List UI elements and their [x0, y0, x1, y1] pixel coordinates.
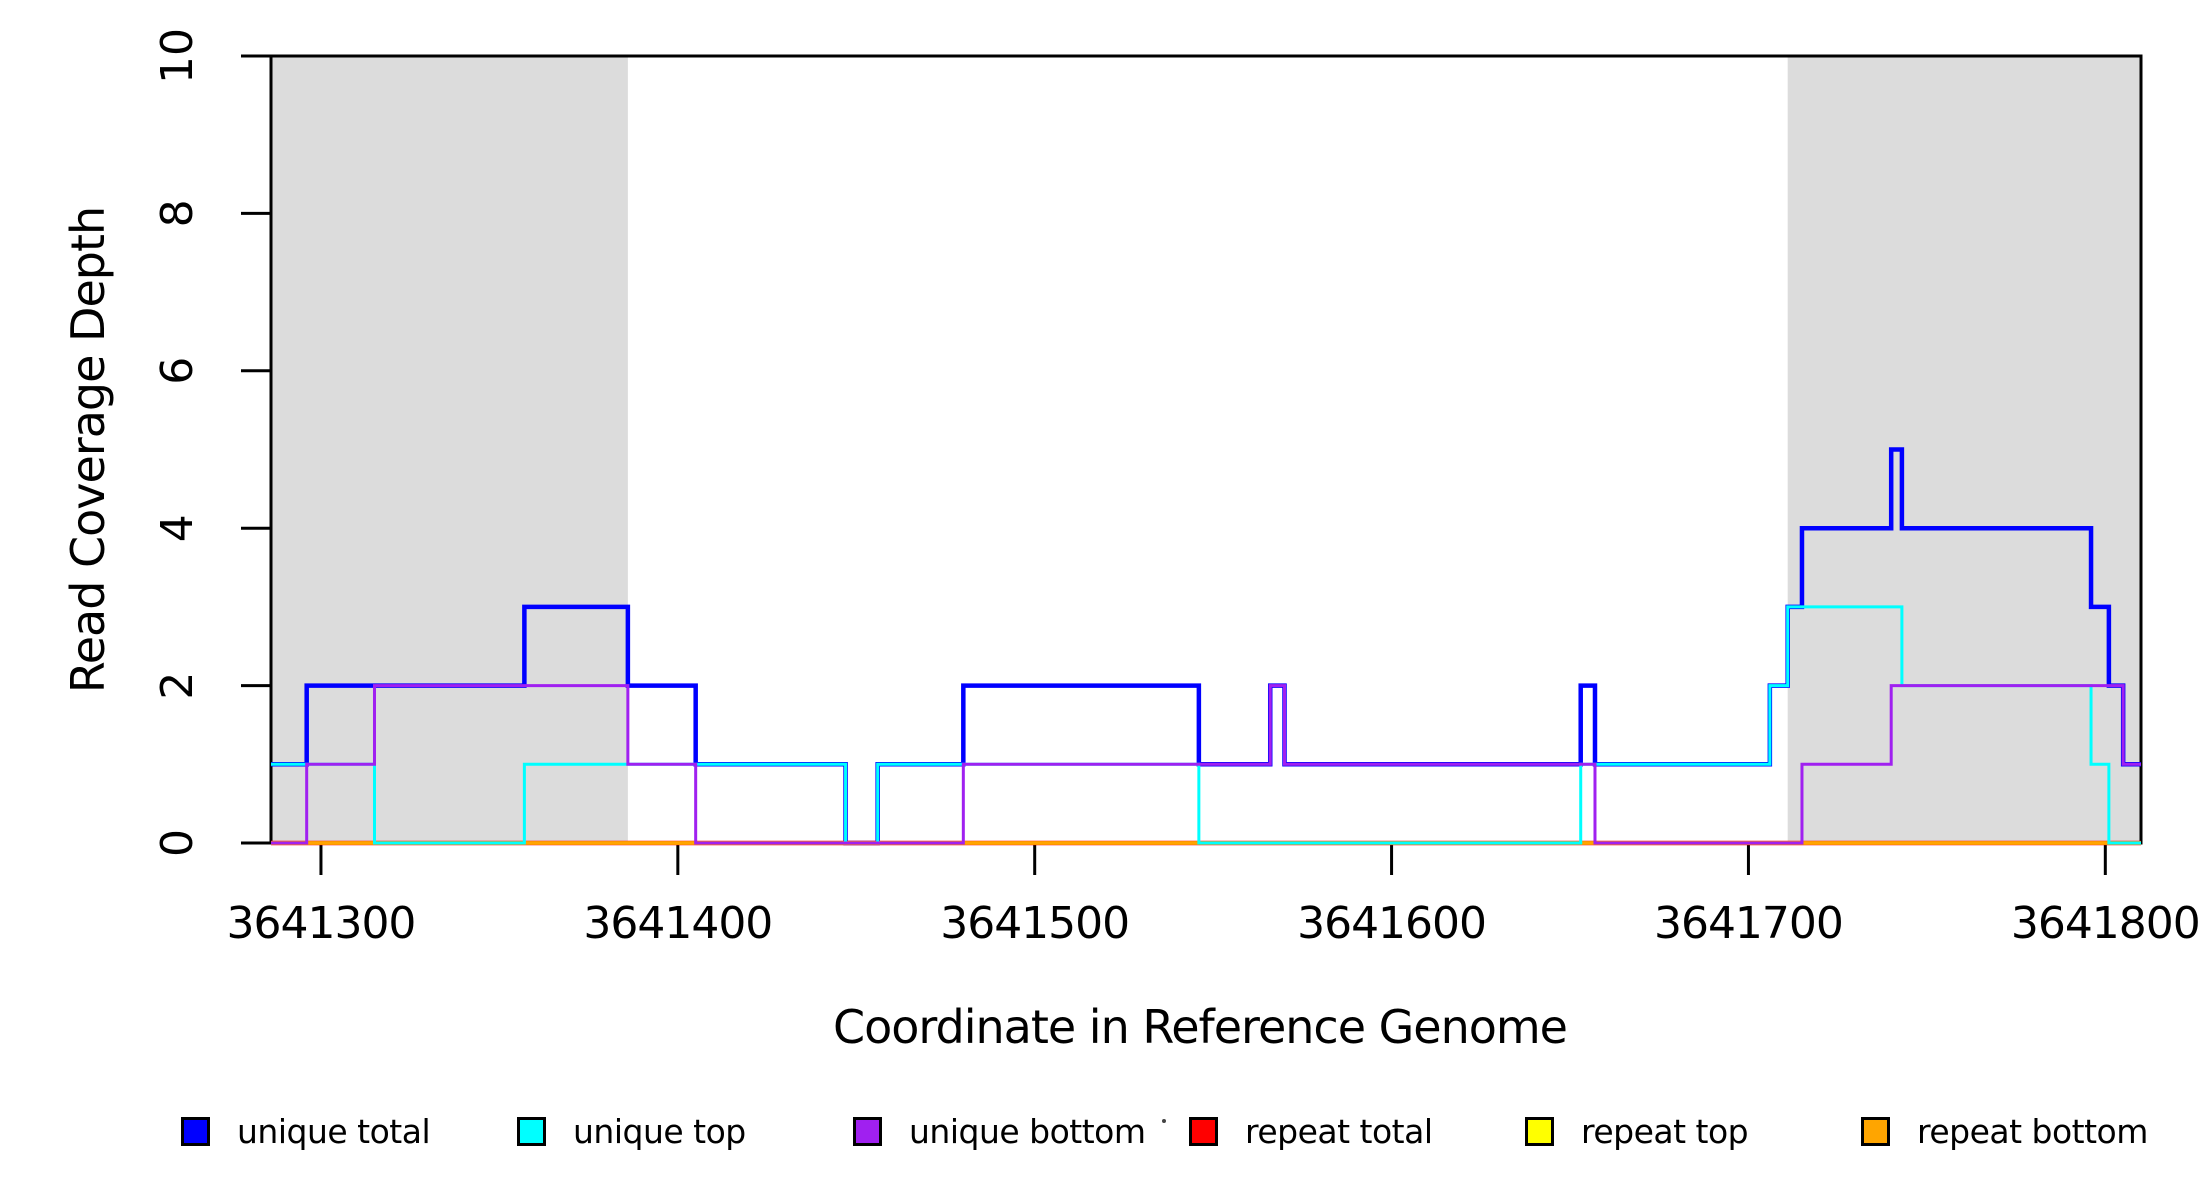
legend-item-unique-top: unique top [517, 1112, 853, 1151]
stray-dot [1162, 1119, 1166, 1123]
x-tick-label: 3641500 [940, 898, 1129, 949]
x-tick-label: 3641300 [226, 898, 415, 949]
legend-label-unique-top: unique top [573, 1112, 746, 1151]
legend-item-unique-bottom: unique bottom [853, 1112, 1189, 1151]
repeat-bottom-swatch [1861, 1117, 1890, 1146]
y-tick-label: 10 [152, 28, 203, 84]
legend-item-repeat-total: repeat total [1189, 1112, 1525, 1151]
series-line-unique-bottom [271, 684, 2141, 845]
y-tick-label: 2 [152, 672, 203, 700]
y-tick-label: 6 [152, 357, 203, 385]
unique-top-swatch [517, 1117, 546, 1146]
x-tick-label: 3641800 [2011, 898, 2200, 949]
repeat-top-swatch [1525, 1117, 1554, 1146]
legend-label-unique-bottom: unique bottom [909, 1112, 1146, 1151]
unique-bottom-swatch [853, 1117, 882, 1146]
legend-label-repeat-top: repeat top [1581, 1112, 1749, 1151]
x-axis-title: Coordinate in Reference Genome [833, 1000, 1568, 1054]
y-tick-label: 4 [152, 514, 203, 542]
legend-label-repeat-bottom: repeat bottom [1917, 1112, 2148, 1151]
legend-item-unique-total: unique total [181, 1112, 517, 1151]
unique-total-swatch [181, 1117, 210, 1146]
x-tick-label: 3641700 [1654, 898, 1843, 949]
y-axis-title: Read Coverage Depth [61, 206, 115, 694]
legend: unique total unique top unique bottom repea… [181, 1112, 2197, 1151]
legend-label-repeat-total: repeat total [1245, 1112, 1433, 1151]
legend-item-repeat-top: repeat top [1525, 1112, 1861, 1151]
series-line-unique-top [271, 605, 2141, 845]
x-tick-label: 3641400 [583, 898, 772, 949]
y-tick-label: 8 [152, 199, 203, 227]
y-tick-label: 0 [152, 829, 203, 857]
shaded-region [1787, 56, 2141, 843]
legend-item-repeat-bottom: repeat bottom [1861, 1112, 2197, 1151]
x-tick-label: 3641600 [1297, 898, 1486, 949]
repeat-total-swatch [1189, 1117, 1218, 1146]
shaded-region [271, 56, 628, 843]
legend-label-unique-total: unique total [237, 1112, 431, 1151]
